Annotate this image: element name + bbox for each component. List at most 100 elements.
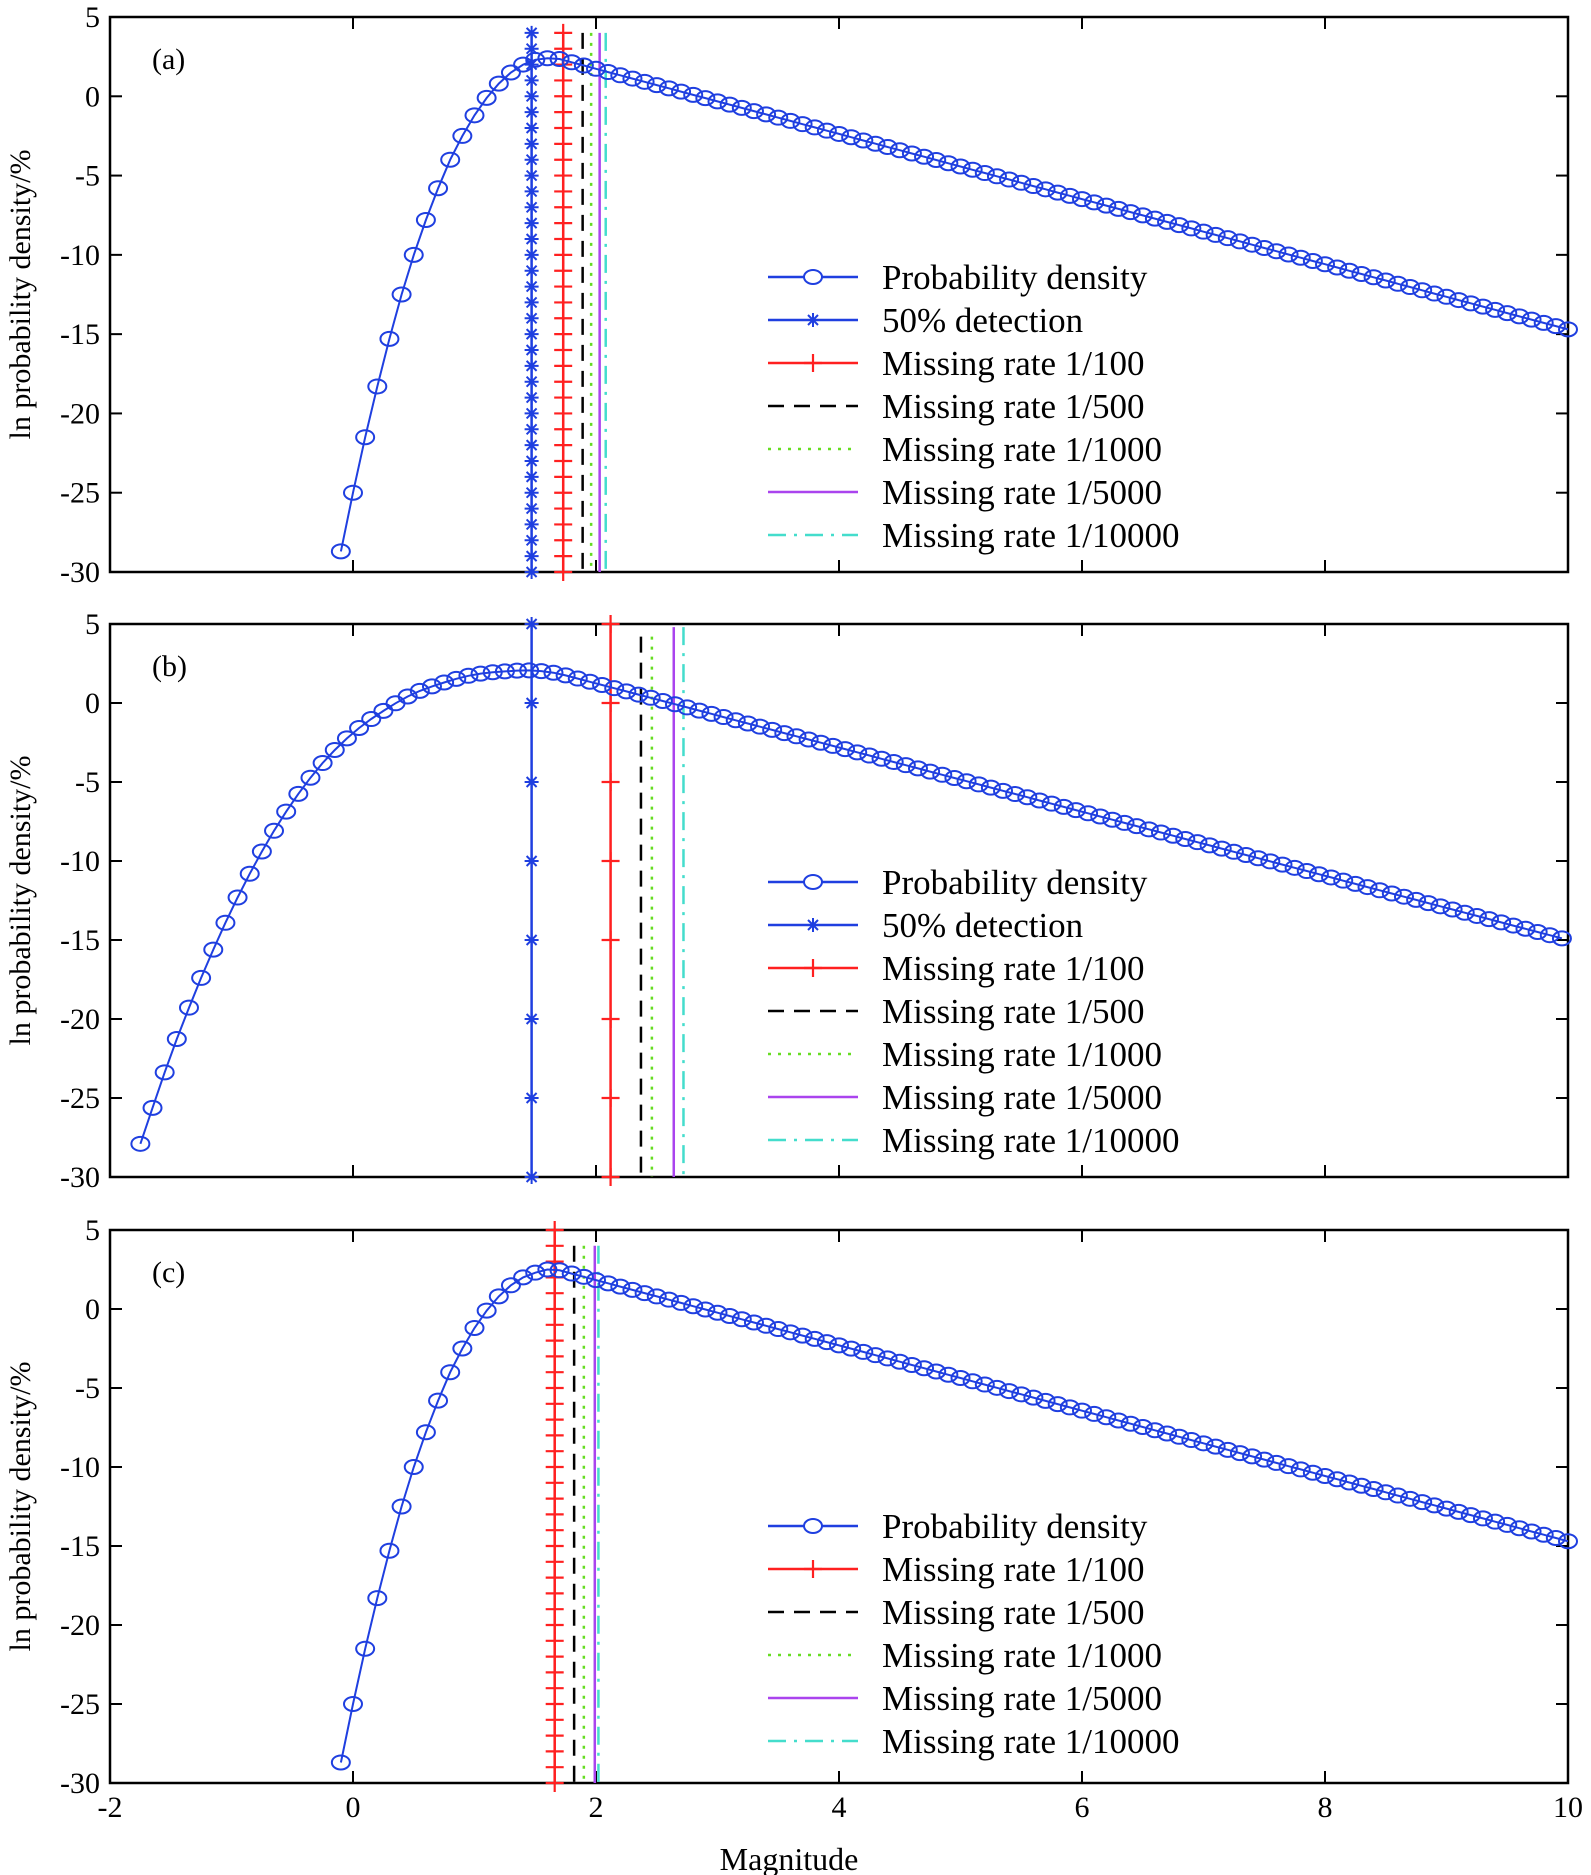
- density-point: [1509, 308, 1530, 325]
- density-point: [312, 755, 333, 772]
- density-point: [877, 138, 898, 155]
- plus-marker: [545, 1695, 564, 1713]
- density-point: [1533, 314, 1554, 331]
- density-point: [367, 378, 388, 395]
- density-point: [1351, 1477, 1372, 1494]
- density-point: [1327, 1471, 1348, 1488]
- density-point: [1175, 830, 1196, 847]
- legend-circle-marker: [803, 269, 823, 285]
- density-point: [1096, 197, 1117, 214]
- density-point: [276, 803, 297, 820]
- density-point: [1108, 1412, 1129, 1429]
- density-point: [719, 96, 740, 113]
- star-marker: [524, 311, 539, 326]
- density-point: [920, 763, 941, 780]
- density-point: [628, 686, 649, 703]
- density-point: [1144, 210, 1165, 227]
- density-point: [1157, 213, 1178, 230]
- legend-item: 50% detection: [768, 906, 1083, 945]
- x-tick-label: 0: [346, 1791, 361, 1824]
- density-point: [950, 1370, 971, 1387]
- star-marker: [524, 501, 539, 516]
- star-marker: [524, 617, 539, 631]
- plus-marker: [554, 356, 573, 375]
- plus-marker: [601, 773, 620, 791]
- star-marker: [524, 854, 539, 868]
- plus-marker: [554, 372, 573, 391]
- density-point: [1102, 811, 1123, 828]
- legend-item: Missing rate 1/100: [768, 344, 1144, 383]
- star-marker: [524, 533, 539, 548]
- density-point: [178, 999, 199, 1016]
- density-point: [567, 670, 588, 687]
- density-point: [537, 50, 558, 67]
- density-point: [774, 725, 795, 742]
- density-point: [1205, 1438, 1226, 1455]
- plus-marker: [554, 483, 573, 502]
- density-point: [1011, 174, 1032, 191]
- legend-circle-marker: [803, 1518, 823, 1534]
- y-tick-label: -10: [60, 845, 100, 878]
- density-point: [780, 112, 801, 129]
- density-point: [1460, 1507, 1481, 1524]
- plus-marker: [545, 1710, 564, 1729]
- density-point: [1509, 1520, 1530, 1537]
- star-marker: [524, 485, 539, 500]
- density-point: [1059, 187, 1080, 204]
- chart-panel-a: 5 0 -5 -10 -15 -20 -25 -30 ln probability densit…: [4, 1, 1578, 589]
- density-point: [440, 1364, 461, 1381]
- y-tick-label: -20: [60, 1003, 100, 1036]
- density-point: [1375, 272, 1396, 289]
- density-point: [1424, 1497, 1445, 1514]
- density-point: [725, 712, 746, 729]
- legend-label: Missing rate 1/1000: [882, 430, 1162, 469]
- density-point: [428, 180, 449, 197]
- plus-marker: [545, 1663, 564, 1682]
- y-tick-label: 0: [85, 687, 100, 720]
- x-tick-label: 6: [1075, 1791, 1090, 1824]
- vline-series: [601, 615, 620, 1186]
- plus-marker: [554, 531, 573, 550]
- plus-marker: [545, 1616, 564, 1634]
- legend-label: Missing rate 1/10000: [882, 1121, 1179, 1160]
- legend-item: Missing rate 1/500: [768, 992, 1144, 1031]
- density-line: [339, 57, 1569, 552]
- density-point: [816, 1334, 837, 1351]
- density-point: [835, 741, 856, 758]
- density-point: [1521, 1523, 1542, 1540]
- y-tick-label: -10: [60, 239, 100, 272]
- density-point: [1418, 895, 1439, 912]
- density-point: [993, 782, 1014, 799]
- y-tick-label: -25: [60, 1082, 100, 1115]
- density-point: [743, 103, 764, 120]
- star-marker: [524, 469, 539, 484]
- density-point: [488, 1288, 509, 1305]
- probability-density-series: [330, 1261, 1578, 1771]
- density-point: [877, 1350, 898, 1367]
- x-tick-label: 10: [1553, 1791, 1583, 1824]
- density-point: [561, 54, 582, 71]
- density-point: [379, 330, 400, 347]
- density-point: [1558, 321, 1578, 338]
- density-point: [1485, 1513, 1506, 1530]
- plus-marker: [545, 1300, 564, 1318]
- density-line: [339, 1268, 1569, 1763]
- star-marker: [524, 200, 539, 215]
- plus-marker: [545, 1521, 564, 1540]
- density-point: [343, 484, 363, 501]
- density-point: [1205, 226, 1226, 243]
- density-point: [956, 773, 977, 790]
- plus-marker: [545, 1679, 564, 1698]
- density-point: [500, 64, 521, 81]
- density-point: [513, 1269, 534, 1286]
- density-point: [907, 760, 928, 777]
- density-point: [452, 1340, 473, 1357]
- density-point: [731, 99, 752, 116]
- x-tick-label: 2: [589, 1791, 604, 1824]
- density-point: [476, 1302, 497, 1319]
- star-marker: [524, 358, 539, 373]
- density-point: [646, 77, 667, 94]
- plus-marker: [601, 1089, 620, 1107]
- density-point: [592, 676, 613, 693]
- density-point: [865, 135, 886, 152]
